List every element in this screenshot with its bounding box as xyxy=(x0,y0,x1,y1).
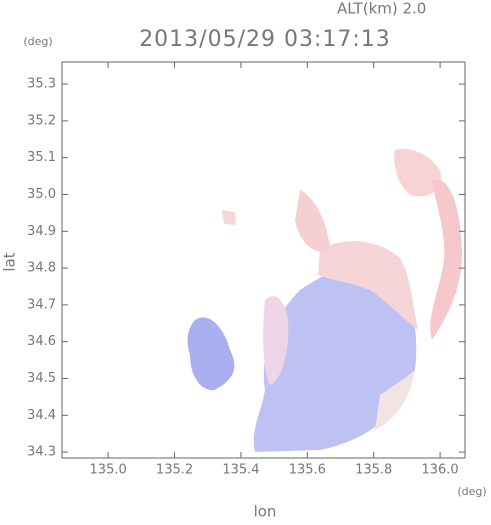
y-tick-label: 34.5 xyxy=(27,371,56,386)
y-unit: (deg) xyxy=(23,35,52,48)
x-tick-label: 135.0 xyxy=(90,463,127,478)
x-tick-label: 135.4 xyxy=(222,463,259,478)
echo-field xyxy=(187,148,463,452)
plot-frame xyxy=(61,61,466,459)
x-unit: (deg) xyxy=(457,485,486,498)
y-tick-label: 35.3 xyxy=(27,77,56,92)
y-tick-label: 34.8 xyxy=(27,261,56,276)
x-tick-label: 135.2 xyxy=(156,463,193,478)
x-axis-label: lon xyxy=(254,503,277,521)
x-tick-label: 135.8 xyxy=(355,463,392,478)
y-tick-label: 34.6 xyxy=(27,334,56,349)
y-axis-label: lat xyxy=(1,252,19,271)
y-tick-label: 35.0 xyxy=(27,187,56,202)
y-tick-label: 34.4 xyxy=(27,408,56,423)
altitude-label: ALT(km) 2.0 xyxy=(337,0,426,18)
x-tick-label: 136.0 xyxy=(421,463,458,478)
y-tick-label: 34.3 xyxy=(27,445,56,460)
chart-title: 2013/05/29 03:17:13 xyxy=(139,27,391,52)
y-tick-label: 35.2 xyxy=(27,113,56,128)
y-tick-label: 34.7 xyxy=(27,297,56,312)
y-tick-label: 34.9 xyxy=(27,224,56,239)
x-tick-label: 135.6 xyxy=(289,463,326,478)
y-tick-label: 35.1 xyxy=(27,150,56,165)
